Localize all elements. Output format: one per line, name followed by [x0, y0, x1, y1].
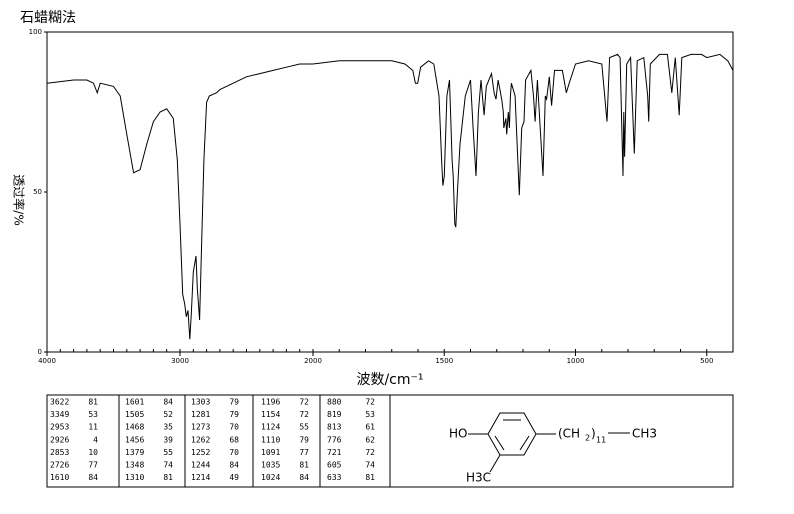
peak-transmittance: 84	[229, 461, 239, 470]
x-tick-label: 500	[700, 357, 713, 365]
peak-transmittance: 77	[299, 448, 309, 457]
peak-wavenumber: 1348	[125, 461, 144, 470]
peak-wavenumber: 1273	[191, 423, 210, 432]
peak-transmittance: 72	[365, 448, 375, 457]
peak-wavenumber: 1610	[50, 473, 69, 482]
y-axis-label: 透过率/%	[12, 174, 27, 225]
peak-wavenumber: 2853	[50, 448, 69, 457]
peak-wavenumber: 1196	[261, 398, 280, 407]
peak-transmittance: 72	[299, 410, 309, 419]
chain: (CH	[558, 427, 580, 441]
peak-wavenumber: 1456	[125, 435, 144, 444]
chain-subscript: 2	[585, 434, 590, 443]
peak-wavenumber: 1091	[261, 448, 280, 457]
peak-transmittance: 77	[88, 461, 98, 470]
peak-transmittance: 52	[163, 410, 173, 419]
peak-transmittance: 81	[299, 461, 309, 470]
x-axis-label: 波数/cm⁻¹	[356, 372, 423, 388]
peak-wavenumber: 1154	[261, 410, 280, 419]
hydroxyl: HO	[449, 427, 467, 441]
peak-transmittance: 49	[229, 473, 239, 482]
peak-wavenumber: 721	[327, 448, 342, 457]
bond	[489, 454, 501, 473]
peak-wavenumber: 1024	[261, 473, 280, 482]
y-tick-label: 0	[38, 348, 42, 356]
peak-wavenumber: 1601	[125, 398, 144, 407]
plot-frame	[46, 31, 734, 353]
peak-wavenumber: 880	[327, 398, 342, 407]
chain-count: 11	[596, 436, 606, 445]
peak-wavenumber: 2926	[50, 435, 69, 444]
peak-wavenumber: 819	[327, 410, 342, 419]
peak-transmittance: 74	[163, 461, 173, 470]
x-tick-label: 3000	[171, 357, 189, 365]
peak-transmittance: 10	[88, 448, 98, 457]
double-bond	[494, 435, 505, 451]
peak-wavenumber: 1303	[191, 398, 210, 407]
peak-wavenumber: 1035	[261, 461, 280, 470]
peak-wavenumber: 1379	[125, 448, 144, 457]
peak-wavenumber: 776	[327, 435, 342, 444]
peak-transmittance: 72	[365, 398, 375, 407]
peak-transmittance: 62	[365, 435, 375, 444]
peak-transmittance: 72	[299, 398, 309, 407]
peak-transmittance: 35	[163, 423, 173, 432]
peak-wavenumber: 3349	[50, 410, 69, 419]
y-tick-label: 50	[33, 188, 42, 196]
peak-transmittance: 70	[229, 423, 239, 432]
peak-wavenumber: 813	[327, 423, 342, 432]
peak-wavenumber: 1310	[125, 473, 144, 482]
peak-wavenumber: 1110	[261, 435, 280, 444]
spectrum-line	[46, 53, 734, 340]
x-tick-label: 1000	[567, 357, 585, 365]
peak-wavenumber: 1124	[261, 423, 280, 432]
structure	[468, 412, 630, 473]
y-tick-label: 100	[29, 28, 42, 36]
double-bond	[519, 435, 530, 451]
chain: )	[591, 427, 596, 441]
peak-wavenumber: 1468	[125, 423, 144, 432]
benzene-ring	[487, 412, 537, 456]
peak-wavenumber: 1214	[191, 473, 210, 482]
peak-transmittance: 84	[299, 473, 309, 482]
peak-transmittance: 53	[88, 410, 98, 419]
x-tick-label: 2000	[304, 357, 322, 365]
methyl: H3C	[466, 471, 491, 485]
peak-wavenumber: 633	[327, 473, 342, 482]
peak-transmittance: 55	[299, 423, 309, 432]
peak-transmittance: 55	[163, 448, 173, 457]
peak-wavenumber: 1244	[191, 461, 210, 470]
peak-wavenumber: 1252	[191, 448, 210, 457]
peak-transmittance: 53	[365, 410, 375, 419]
peak-transmittance: 11	[88, 423, 98, 432]
peak-transmittance: 4	[93, 435, 98, 444]
terminal-group: CH3	[632, 427, 657, 441]
peak-wavenumber: 605	[327, 461, 342, 470]
peak-transmittance: 61	[365, 423, 375, 432]
peak-transmittance: 74	[365, 461, 375, 470]
chart-title: 石蜡糊法	[20, 10, 76, 26]
peak-wavenumber: 2726	[50, 461, 69, 470]
peak-transmittance: 79	[229, 398, 239, 407]
peak-transmittance: 70	[229, 448, 239, 457]
peak-wavenumber: 1262	[191, 435, 210, 444]
peak-transmittance: 84	[88, 473, 98, 482]
peak-transmittance: 79	[229, 410, 239, 419]
peak-transmittance: 84	[163, 398, 173, 407]
x-tick-label: 4000	[38, 357, 56, 365]
peak-transmittance: 79	[299, 435, 309, 444]
peak-wavenumber: 1505	[125, 410, 144, 419]
x-tick-label: 1500	[435, 357, 453, 365]
peak-wavenumber: 1281	[191, 410, 210, 419]
peak-transmittance: 81	[365, 473, 375, 482]
peak-transmittance: 81	[88, 398, 98, 407]
peak-transmittance: 68	[229, 435, 239, 444]
peak-transmittance: 39	[163, 435, 173, 444]
peak-transmittance: 81	[163, 473, 173, 482]
peak-wavenumber: 3622	[50, 398, 69, 407]
peak-wavenumber: 2953	[50, 423, 69, 432]
